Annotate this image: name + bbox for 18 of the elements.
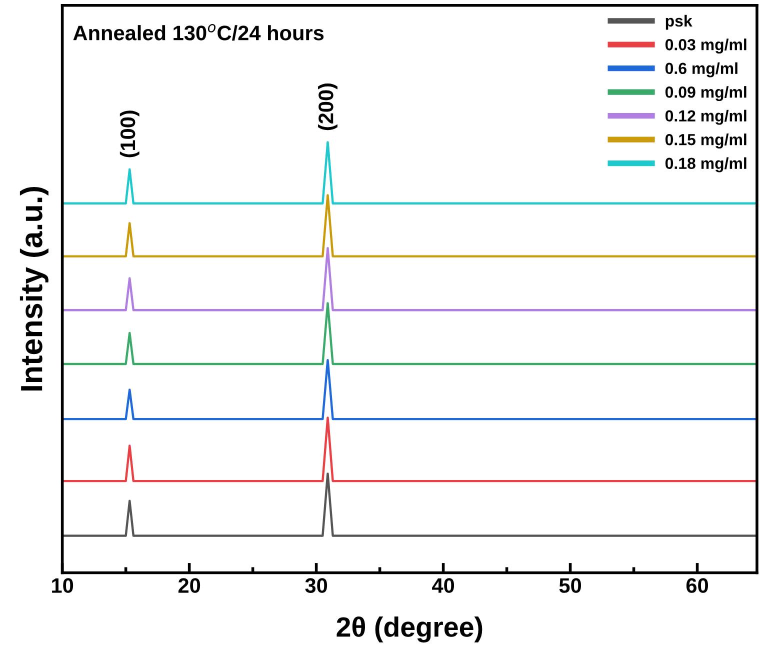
x-tick-label: 30 (305, 578, 328, 593)
legend-label: 0.18 mg/ml (665, 157, 746, 172)
legend-label: 0.03 mg/ml (665, 38, 746, 54)
x-tick-label: 20 (178, 578, 200, 593)
y-axis-title: Intensity (a.u.) (20, 186, 48, 391)
annotation: (200) (318, 84, 338, 130)
x-axis-title: 2θ (degree) (336, 616, 482, 642)
x-tick-label: 50 (559, 578, 582, 593)
x-tick-label: 40 (432, 578, 454, 593)
x-tick-label: 60 (686, 578, 708, 593)
text: Annealed 130$^{o}$C/24 hours (73, 24, 324, 41)
x-tick-label: 10 (52, 578, 74, 593)
legend-label: 0.15 mg/ml (665, 134, 746, 149)
annotation: (100) (120, 110, 140, 158)
legend-label: 0.6 mg/ml (665, 62, 738, 78)
legend-label: 0.12 mg/ml (665, 110, 746, 125)
legend-label: 0.09 mg/ml (665, 86, 746, 102)
legend-label: psk (666, 14, 692, 30)
